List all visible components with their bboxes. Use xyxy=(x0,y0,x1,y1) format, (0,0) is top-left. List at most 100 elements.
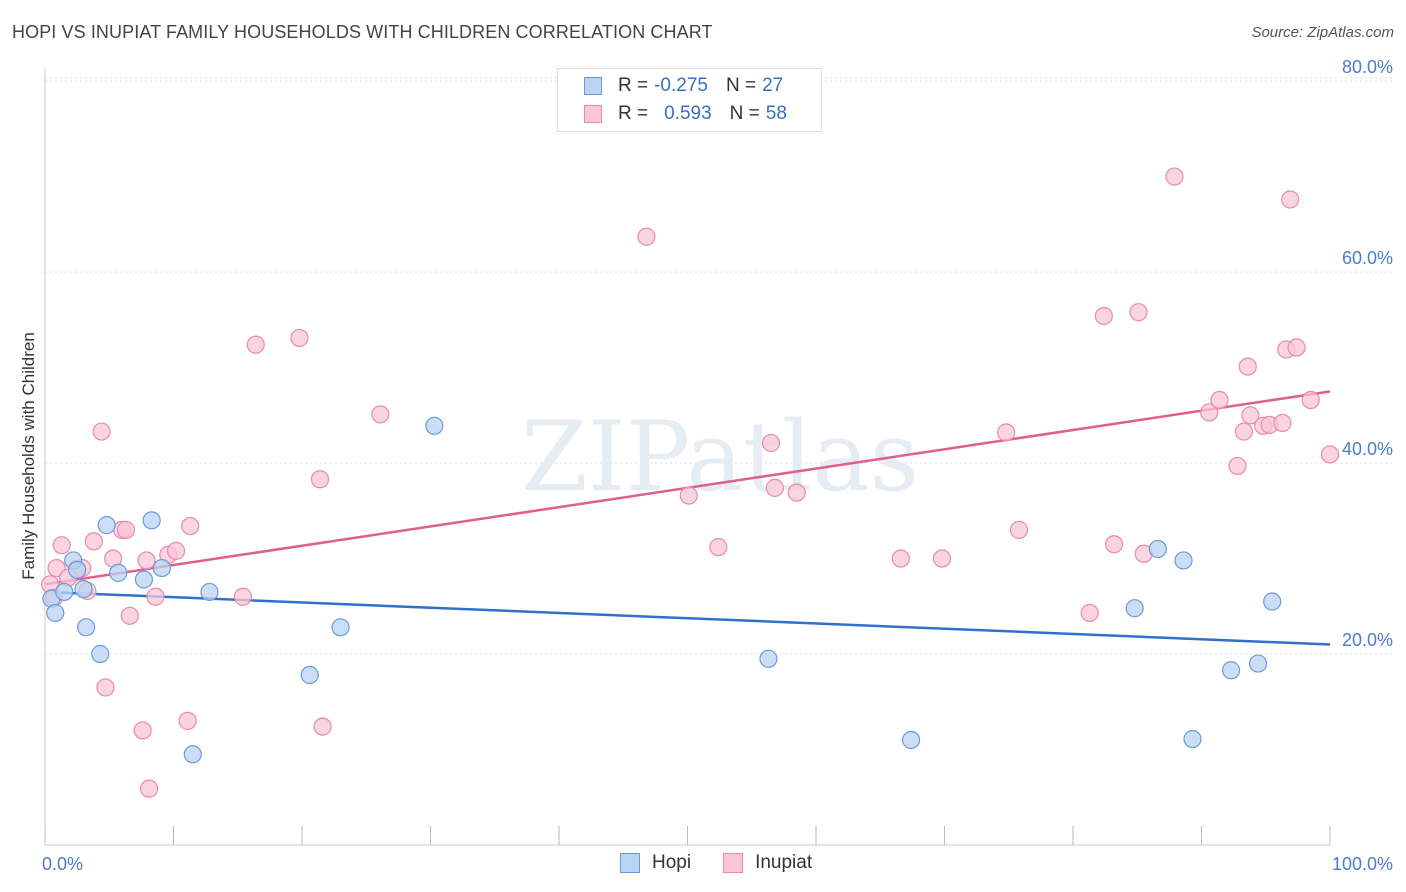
point-inupiat-16 xyxy=(137,551,156,570)
inupiat-n-value: 58 xyxy=(765,103,787,124)
point-inupiat-30 xyxy=(679,486,698,505)
hopi-legend-swatch xyxy=(620,853,640,873)
point-inupiat-53 xyxy=(1273,413,1292,433)
point-hopi-11 xyxy=(142,511,161,530)
y-tick-label-80: 80.0% xyxy=(1342,57,1393,77)
point-inupiat-24 xyxy=(246,335,265,354)
point-hopi-24 xyxy=(1221,661,1241,680)
point-hopi-13 xyxy=(183,745,202,764)
inupiat-r-value: 0.593 xyxy=(664,103,712,124)
point-inupiat-56 xyxy=(1287,338,1306,357)
y-tick-labels: 20.0% 40.0% 60.0% 80.0% xyxy=(1342,57,1393,650)
point-inupiat-33 xyxy=(765,478,784,497)
legend-item-hopi[interactable]: Hopi xyxy=(620,852,691,874)
point-inupiat-13 xyxy=(116,520,136,539)
point-inupiat-49 xyxy=(1238,357,1257,376)
point-inupiat-10 xyxy=(96,678,115,697)
y-tick-label-20: 20.0% xyxy=(1342,630,1393,650)
point-hopi-26 xyxy=(1263,592,1282,611)
point-hopi-9 xyxy=(109,563,128,582)
point-hopi-2 xyxy=(55,582,74,602)
point-inupiat-23 xyxy=(233,587,252,606)
point-inupiat-22 xyxy=(181,516,200,536)
point-hopi-21 xyxy=(1148,539,1167,559)
point-inupiat-25 xyxy=(290,328,309,348)
point-inupiat-34 xyxy=(787,483,806,502)
point-inupiat-29 xyxy=(637,227,656,246)
watermark: ZIPatlas xyxy=(521,401,919,513)
point-hopi-12 xyxy=(152,558,172,578)
point-inupiat-20 xyxy=(166,541,186,560)
point-inupiat-21 xyxy=(178,711,197,730)
hopi-legend-label: Hopi xyxy=(652,852,692,873)
point-hopi-15 xyxy=(300,665,319,685)
point-inupiat-50 xyxy=(1241,406,1260,425)
point-hopi-25 xyxy=(1248,654,1268,673)
hopi-n-label: N = xyxy=(725,75,757,96)
legend-row-inupiat: R = 0.593 N = 58 xyxy=(584,102,787,126)
point-hopi-1 xyxy=(46,603,65,623)
point-inupiat-40 xyxy=(1094,306,1113,326)
point-inupiat-9 xyxy=(92,422,111,441)
point-hopi-23 xyxy=(1183,729,1202,749)
point-hopi-19 xyxy=(901,730,921,750)
inupiat-r-label: R = xyxy=(618,103,649,124)
point-inupiat-41 xyxy=(1105,535,1124,554)
inupiat-legend-swatch xyxy=(723,853,744,873)
point-inupiat-42 xyxy=(1129,303,1148,322)
x-tick-labels: 0.0% 100.0% xyxy=(42,854,1393,874)
point-inupiat-8 xyxy=(84,532,103,551)
series-legend: Hopi Inupiat xyxy=(620,852,844,874)
points xyxy=(41,167,1340,798)
point-hopi-18 xyxy=(759,649,778,668)
grid-lines xyxy=(45,77,1392,655)
point-hopi-4 xyxy=(68,560,87,580)
stats-legend: R = -0.275 N = 27 R = 0.593 N = 58 xyxy=(557,68,822,132)
point-inupiat-15 xyxy=(133,721,152,740)
point-inupiat-38 xyxy=(1009,520,1029,539)
point-hopi-6 xyxy=(77,618,96,637)
point-inupiat-44 xyxy=(1165,167,1184,186)
hopi-n-value: 27 xyxy=(762,75,784,96)
point-hopi-10 xyxy=(134,570,154,589)
source-label: Source: ZipAtlas.com xyxy=(1251,24,1394,41)
chart-title: HOPI VS INUPIAT FAMILY HOUSEHOLDS WITH C… xyxy=(12,22,713,42)
point-hopi-14 xyxy=(200,582,219,602)
point-inupiat-3 xyxy=(52,536,71,555)
point-inupiat-39 xyxy=(1080,603,1099,623)
point-inupiat-26 xyxy=(310,470,330,489)
point-hopi-5 xyxy=(74,579,93,599)
legend-item-inupiat[interactable]: Inupiat xyxy=(723,852,812,874)
point-inupiat-35 xyxy=(891,549,910,568)
point-hopi-22 xyxy=(1174,551,1193,570)
hopi-swatch xyxy=(584,77,602,95)
axes xyxy=(44,68,1331,846)
y-tick-label-40: 40.0% xyxy=(1342,439,1393,459)
hopi-r-label: R = xyxy=(618,75,649,96)
x-tick-label-min: 0.0% xyxy=(42,854,83,874)
inupiat-n-label: N = xyxy=(729,103,760,124)
trend-line-hopi xyxy=(44,590,1331,646)
point-inupiat-28 xyxy=(371,405,390,424)
point-inupiat-37 xyxy=(997,423,1016,442)
point-inupiat-32 xyxy=(761,433,781,453)
point-hopi-7 xyxy=(91,644,110,664)
point-inupiat-31 xyxy=(709,537,728,557)
hopi-r-value: -0.275 xyxy=(654,75,708,96)
point-hopi-16 xyxy=(331,618,350,637)
point-hopi-8 xyxy=(97,516,116,535)
point-inupiat-18 xyxy=(146,587,165,606)
point-inupiat-48 xyxy=(1234,422,1254,441)
x-tick-label-max: 100.0% xyxy=(1332,854,1393,874)
point-inupiat-36 xyxy=(932,549,952,568)
y-tick-label-60: 60.0% xyxy=(1342,248,1393,268)
point-inupiat-14 xyxy=(120,606,139,625)
legend-row-hopi: R = -0.275 N = 27 xyxy=(584,74,783,98)
point-inupiat-47 xyxy=(1228,456,1247,476)
y-axis-label: Family Households with Children xyxy=(19,332,38,580)
point-inupiat-58 xyxy=(1320,445,1340,464)
inupiat-swatch xyxy=(584,105,602,123)
point-inupiat-57 xyxy=(1301,390,1320,410)
point-inupiat-45 xyxy=(1200,403,1219,422)
